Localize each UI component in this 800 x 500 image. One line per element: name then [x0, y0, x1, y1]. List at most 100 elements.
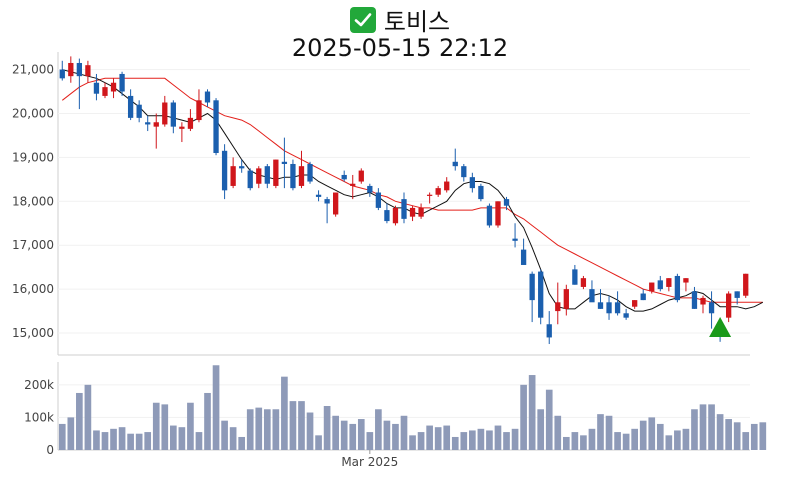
candle — [572, 264, 578, 285]
candle-body — [221, 150, 228, 191]
volume-bar — [195, 432, 203, 450]
volume-bar — [477, 428, 485, 450]
volume-tick-label: 100k — [24, 410, 54, 424]
candle — [247, 168, 253, 191]
buy-signal-triangle — [709, 317, 732, 337]
volume-bar — [511, 428, 519, 450]
price-tick-label: 19,000 — [12, 150, 54, 164]
volume-bar — [152, 402, 160, 450]
volume-bar — [639, 420, 647, 450]
candle-body — [606, 302, 612, 314]
candle — [597, 289, 604, 309]
candle — [691, 286, 698, 309]
candle-body — [478, 185, 484, 200]
candle — [452, 148, 458, 171]
candle-body — [452, 161, 458, 167]
candle-body — [725, 293, 732, 318]
volume-bar — [520, 384, 527, 450]
volume-bar — [118, 427, 126, 450]
candle — [307, 161, 313, 184]
candle — [546, 311, 552, 345]
volume-bar — [255, 407, 263, 450]
candle-body — [426, 194, 433, 196]
volume-bar — [571, 432, 579, 450]
candle-body — [85, 65, 91, 77]
chart-header: 토비스 — [0, 0, 800, 36]
candle-body — [187, 117, 194, 129]
volume-bar — [76, 392, 83, 450]
candle — [589, 280, 595, 303]
candle-body — [196, 100, 202, 121]
price-tick-label: 15,000 — [12, 326, 54, 340]
candle-body — [401, 199, 407, 219]
candle — [221, 144, 228, 200]
candle-body — [520, 249, 527, 265]
volume-bar — [289, 401, 297, 450]
candle — [264, 163, 270, 189]
candle — [239, 159, 245, 173]
candle — [136, 100, 142, 123]
candle — [170, 100, 176, 134]
volume-bar — [486, 430, 493, 450]
candle-body — [580, 278, 587, 287]
candle — [384, 203, 390, 224]
volume-bar — [366, 432, 374, 450]
candle-body — [409, 207, 416, 217]
candle — [503, 196, 510, 211]
candle — [153, 113, 159, 149]
candle — [213, 98, 219, 156]
volume-bar — [349, 423, 357, 450]
candle — [426, 192, 433, 204]
volume-bar — [682, 428, 690, 450]
volume-bar — [383, 420, 391, 450]
candle — [666, 278, 672, 292]
candle — [350, 174, 356, 200]
volume-tick-label: 200k — [24, 378, 54, 392]
candle-body — [743, 273, 749, 296]
candle — [76, 58, 83, 110]
volume-tick-label: 0 — [46, 443, 54, 457]
volume-bar — [400, 415, 408, 450]
candle — [580, 275, 587, 290]
candle — [495, 201, 501, 228]
candle-body — [529, 273, 535, 301]
candle-body — [649, 282, 655, 292]
candle — [657, 275, 663, 292]
candle-body — [418, 207, 424, 217]
candle-body — [384, 210, 390, 222]
volume-bar — [204, 392, 211, 450]
candle-body — [512, 238, 518, 241]
volume-bar — [580, 435, 587, 450]
volume-bar — [614, 432, 621, 450]
candle — [273, 159, 279, 189]
volume-bar — [110, 428, 117, 450]
candle — [230, 157, 236, 189]
candle-body — [264, 166, 270, 184]
candle — [700, 295, 706, 314]
candle — [358, 168, 364, 184]
volume-bar — [469, 430, 476, 450]
candle-body — [324, 199, 330, 204]
volume-bar — [554, 415, 562, 450]
volume-bar — [716, 414, 724, 450]
candle — [538, 269, 544, 325]
candle — [59, 60, 65, 81]
check-mark-icon — [349, 6, 376, 33]
volume-bar — [187, 402, 194, 450]
candle — [324, 196, 330, 224]
candle-body — [315, 194, 322, 197]
candle — [469, 172, 475, 193]
volume-bar — [67, 417, 75, 450]
candle — [290, 159, 296, 191]
volume-bar — [750, 423, 758, 450]
candle-body — [640, 293, 646, 301]
volume-bar — [127, 433, 134, 450]
candle-body — [204, 91, 211, 103]
candle-body — [538, 271, 544, 318]
volume-bar — [691, 409, 698, 450]
candle — [298, 150, 305, 189]
candle-body — [358, 170, 364, 182]
candle — [204, 89, 211, 107]
volume-bar — [545, 389, 553, 450]
candle-body — [708, 302, 715, 314]
